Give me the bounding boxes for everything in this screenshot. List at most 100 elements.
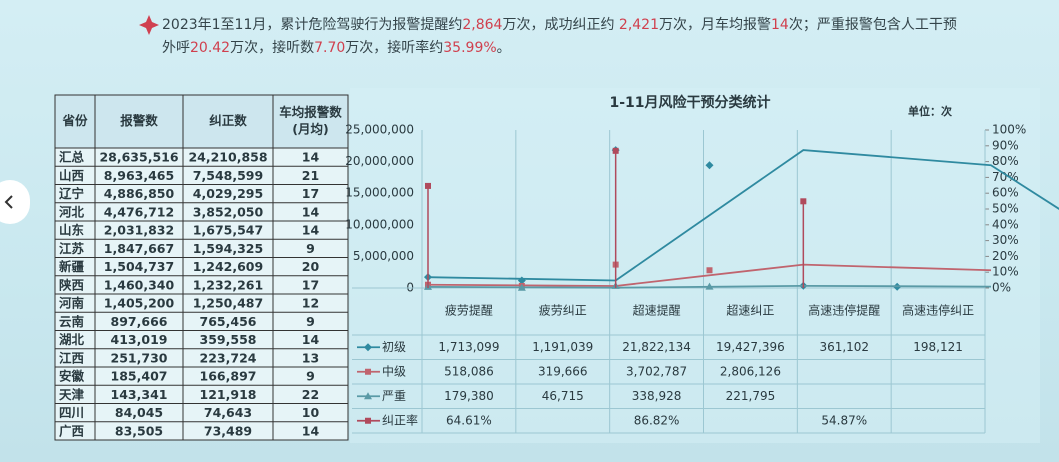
data-label: 2,806,126 xyxy=(720,364,781,378)
table-header-cell: (月均) xyxy=(292,122,328,137)
legend-label: 纠正率 xyxy=(382,412,418,427)
marker xyxy=(612,147,619,154)
table-cell: 1,504,737 xyxy=(104,259,174,274)
table-cell: 辽宁 xyxy=(59,186,84,201)
header-text: 万次，接听率约 xyxy=(345,39,443,56)
table-cell: 云南 xyxy=(59,314,85,329)
data-label: 3,702,787 xyxy=(626,364,687,378)
y2-tick-label: 100% xyxy=(992,123,1026,137)
header-text: 次；严重报警包含人工干预 xyxy=(789,17,957,33)
data-label: 198,121 xyxy=(913,340,963,354)
marker xyxy=(517,276,526,285)
x-tick-label: 高速违停提醒 xyxy=(808,303,880,318)
table-cell: 166,897 xyxy=(200,369,257,384)
y2-tick-label: 80% xyxy=(992,154,1019,168)
x-tick-label: 疲劳提醒 xyxy=(445,303,493,318)
y-tick-label: 25,000,000 xyxy=(345,123,414,137)
marker xyxy=(705,161,714,170)
table-cell: 359,558 xyxy=(200,332,257,347)
marker xyxy=(364,392,372,400)
table-cell: 897,666 xyxy=(111,314,168,329)
table-header-cell: 省份 xyxy=(61,113,88,128)
nav-back-button[interactable] xyxy=(0,180,30,224)
table-cell: 8,963,465 xyxy=(104,168,174,183)
table-cell: 山西 xyxy=(59,168,84,183)
legend-label: 中级 xyxy=(382,363,406,378)
table-cell: 四川 xyxy=(59,405,84,420)
header-highlight: 2,864 xyxy=(462,17,502,33)
x-tick-label: 高速违停纠正 xyxy=(902,303,974,318)
header-line: 2023年1至11月，累计危险驾驶行为报警提醒约2,864万次，成功纠正约 2,… xyxy=(162,16,957,33)
table-cell: 新疆 xyxy=(59,259,85,274)
y-tick-label: 20,000,000 xyxy=(345,154,414,168)
data-label: 54.87% xyxy=(821,413,867,427)
data-label: 64.61% xyxy=(446,413,492,427)
header-highlight: 2,421 xyxy=(619,17,659,33)
header-highlight: 14 xyxy=(771,17,789,33)
y2-tick-label: 0% xyxy=(992,281,1011,295)
marker xyxy=(364,343,372,352)
x-tick-label: 超速纠正 xyxy=(726,303,774,318)
table-cell: 1,250,487 xyxy=(193,296,263,311)
table-cell: 4,886,850 xyxy=(104,186,175,201)
table-cell: 江西 xyxy=(59,350,84,365)
table-cell: 14 xyxy=(302,332,320,347)
table-cell: 1,675,547 xyxy=(193,223,263,238)
table-cell: 2,031,832 xyxy=(104,223,174,238)
chart-unit: 单位：次 xyxy=(908,104,952,118)
data-label: 338,928 xyxy=(632,389,682,403)
table-cell: 413,019 xyxy=(111,332,168,347)
nav-back-icon xyxy=(4,195,13,209)
marker xyxy=(517,283,526,291)
table-cell: 1,405,200 xyxy=(104,296,175,311)
header-highlight: 20.42 xyxy=(190,40,230,56)
table-cell: 4,476,712 xyxy=(104,204,174,219)
table-cell: 12 xyxy=(302,296,319,311)
legend-label: 初级 xyxy=(382,340,406,354)
table-cell: 17 xyxy=(302,186,319,201)
header-text: 2023年1至11月，累计危险驾驶行为报警提醒约 xyxy=(162,17,462,33)
marker xyxy=(705,282,714,290)
table-cell: 84,045 xyxy=(115,405,163,420)
chart-title: 1-11月风险干预分类统计 xyxy=(609,94,770,111)
data-label: 86.82% xyxy=(634,413,680,427)
y2-tick-label: 90% xyxy=(992,138,1019,152)
data-label: 1,713,099 xyxy=(438,340,499,354)
y2-tick-label: 70% xyxy=(992,170,1019,184)
table-cell: 9 xyxy=(306,241,315,256)
y-tick-label: 10,000,000 xyxy=(345,217,414,231)
table-cell: 14 xyxy=(302,204,320,219)
table-cell: 1,594,325 xyxy=(193,241,263,256)
table-cell: 3,852,050 xyxy=(193,204,264,219)
x-tick-label: 疲劳纠正 xyxy=(539,303,587,318)
y2-tick-label: 20% xyxy=(992,249,1019,263)
data-label: 361,102 xyxy=(819,340,869,354)
marker xyxy=(706,267,713,274)
table-cell: 14 xyxy=(302,150,320,165)
table-cell: 汇总 xyxy=(59,150,85,165)
table-frame xyxy=(54,94,349,441)
table-cell: 14 xyxy=(302,223,320,238)
table-cell: 185,407 xyxy=(111,369,168,384)
table-cell: 山东 xyxy=(59,223,85,238)
table-cell: 251,730 xyxy=(111,350,168,365)
header-highlight: 35.99% xyxy=(443,40,496,56)
header-text: 万次，成功纠正约 xyxy=(502,17,618,33)
y2-tick-label: 40% xyxy=(992,217,1019,231)
table-cell: 7,548,599 xyxy=(193,168,263,183)
header-line: 外呼20.42万次，接听数7.70万次，接听率约35.99%。 xyxy=(162,39,511,56)
table-cell: 73,489 xyxy=(204,423,252,438)
legend-label: 严重 xyxy=(382,389,406,403)
table-header-cell: 纠正数 xyxy=(209,113,247,128)
x-tick-label: 超速提醒 xyxy=(633,303,681,318)
y2-tick-label: 60% xyxy=(992,186,1019,200)
table-cell: 1,232,261 xyxy=(193,277,263,292)
table-cell: 22 xyxy=(302,387,319,402)
data-label: 21,822,134 xyxy=(622,340,691,354)
table-cell: 143,341 xyxy=(111,387,168,402)
data-label: 221,795 xyxy=(726,389,776,403)
marker xyxy=(800,198,807,205)
marker xyxy=(425,182,431,189)
table-cell: 河南 xyxy=(59,296,85,311)
